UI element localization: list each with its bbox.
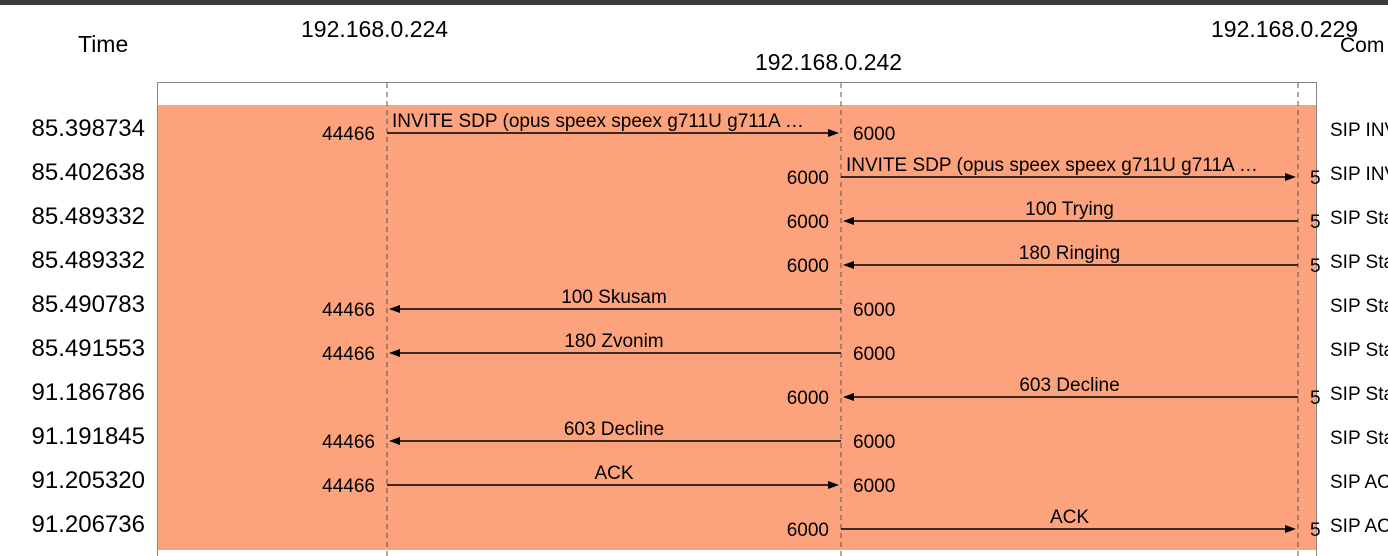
- time-value: 91.206736: [31, 511, 145, 538]
- arrow-head: [843, 217, 854, 225]
- port-label-right: 5: [1310, 168, 1321, 189]
- message-label: ACK: [1050, 507, 1089, 528]
- port-label-left: 6000: [787, 520, 829, 541]
- message-label: 180 Zvonim: [564, 331, 663, 352]
- time-value: 91.186786: [31, 379, 145, 406]
- arrow-head: [828, 481, 839, 489]
- comment-value: SIP Sta: [1330, 428, 1388, 449]
- message-label: INVITE SDP (opus speex speex g711U g711A…: [846, 155, 1258, 176]
- window-top-border: [0, 0, 1388, 5]
- time-value: 85.402638: [31, 159, 145, 186]
- message-label: 603 Decline: [564, 419, 664, 440]
- comment-value: SIP INV: [1330, 120, 1388, 141]
- call-highlight: [158, 105, 1316, 550]
- time-value: 91.191845: [31, 423, 145, 450]
- arrow-head: [389, 349, 400, 357]
- comment-value: SIP Sta: [1330, 208, 1388, 229]
- port-label-left: 6000: [787, 256, 829, 277]
- port-label-left: 6000: [787, 388, 829, 409]
- comment-value: SIP AC: [1330, 516, 1388, 537]
- port-label-left: 44466: [322, 344, 375, 365]
- port-label-right: 6000: [853, 432, 895, 453]
- diagram-frame: [157, 82, 1317, 556]
- comment-value: SIP Sta: [1330, 340, 1388, 361]
- port-label-right: 5: [1310, 388, 1321, 409]
- port-label-right: 5: [1310, 256, 1321, 277]
- host-header-1: 192.168.0.242: [755, 49, 903, 75]
- time-value: 91.205320: [31, 467, 145, 494]
- arrow-head: [1285, 173, 1296, 181]
- arrow-head: [828, 129, 839, 137]
- comment-value: SIP AC: [1330, 472, 1388, 493]
- port-label-left: 6000: [787, 168, 829, 189]
- port-label-left: 44466: [322, 432, 375, 453]
- host-header-0: 192.168.0.224: [301, 16, 449, 42]
- port-label-right: 6000: [853, 124, 895, 145]
- port-label-right: 5: [1310, 520, 1321, 541]
- port-label-left: 6000: [787, 212, 829, 233]
- port-label-left: 44466: [322, 476, 375, 497]
- message-label: INVITE SDP (opus speex speex g711U g711A…: [392, 111, 804, 132]
- time-value: 85.489332: [31, 203, 145, 230]
- comment-column-header: Com: [1340, 34, 1385, 57]
- port-label-right: 5: [1310, 212, 1321, 233]
- message-label: 180 Ringing: [1019, 243, 1120, 264]
- arrow-head: [1285, 525, 1296, 533]
- time-column-header: Time: [78, 31, 129, 57]
- arrow-head: [843, 261, 854, 269]
- arrow-head: [843, 393, 854, 401]
- port-label-right: 6000: [853, 344, 895, 365]
- time-value: 85.490783: [31, 291, 145, 318]
- port-label-right: 6000: [853, 476, 895, 497]
- comment-value: SIP Sta: [1330, 252, 1388, 273]
- host-header-2: 192.168.0.229: [1211, 16, 1359, 42]
- comment-value: SIP Sta: [1330, 384, 1388, 405]
- arrow-head: [389, 305, 400, 313]
- comment-value: SIP Sta: [1330, 296, 1388, 317]
- comment-value: SIP INV: [1330, 164, 1388, 185]
- message-label: 100 Skusam: [561, 287, 667, 308]
- time-value: 85.491553: [31, 335, 145, 362]
- message-label: ACK: [594, 463, 633, 484]
- message-label: 100 Trying: [1025, 199, 1114, 220]
- port-label-left: 44466: [322, 124, 375, 145]
- arrow-head: [389, 437, 400, 445]
- time-value: 85.398734: [31, 115, 145, 142]
- port-label-right: 6000: [853, 300, 895, 321]
- port-label-left: 44466: [322, 300, 375, 321]
- time-value: 85.489332: [31, 247, 145, 274]
- message-label: 603 Decline: [1019, 375, 1119, 396]
